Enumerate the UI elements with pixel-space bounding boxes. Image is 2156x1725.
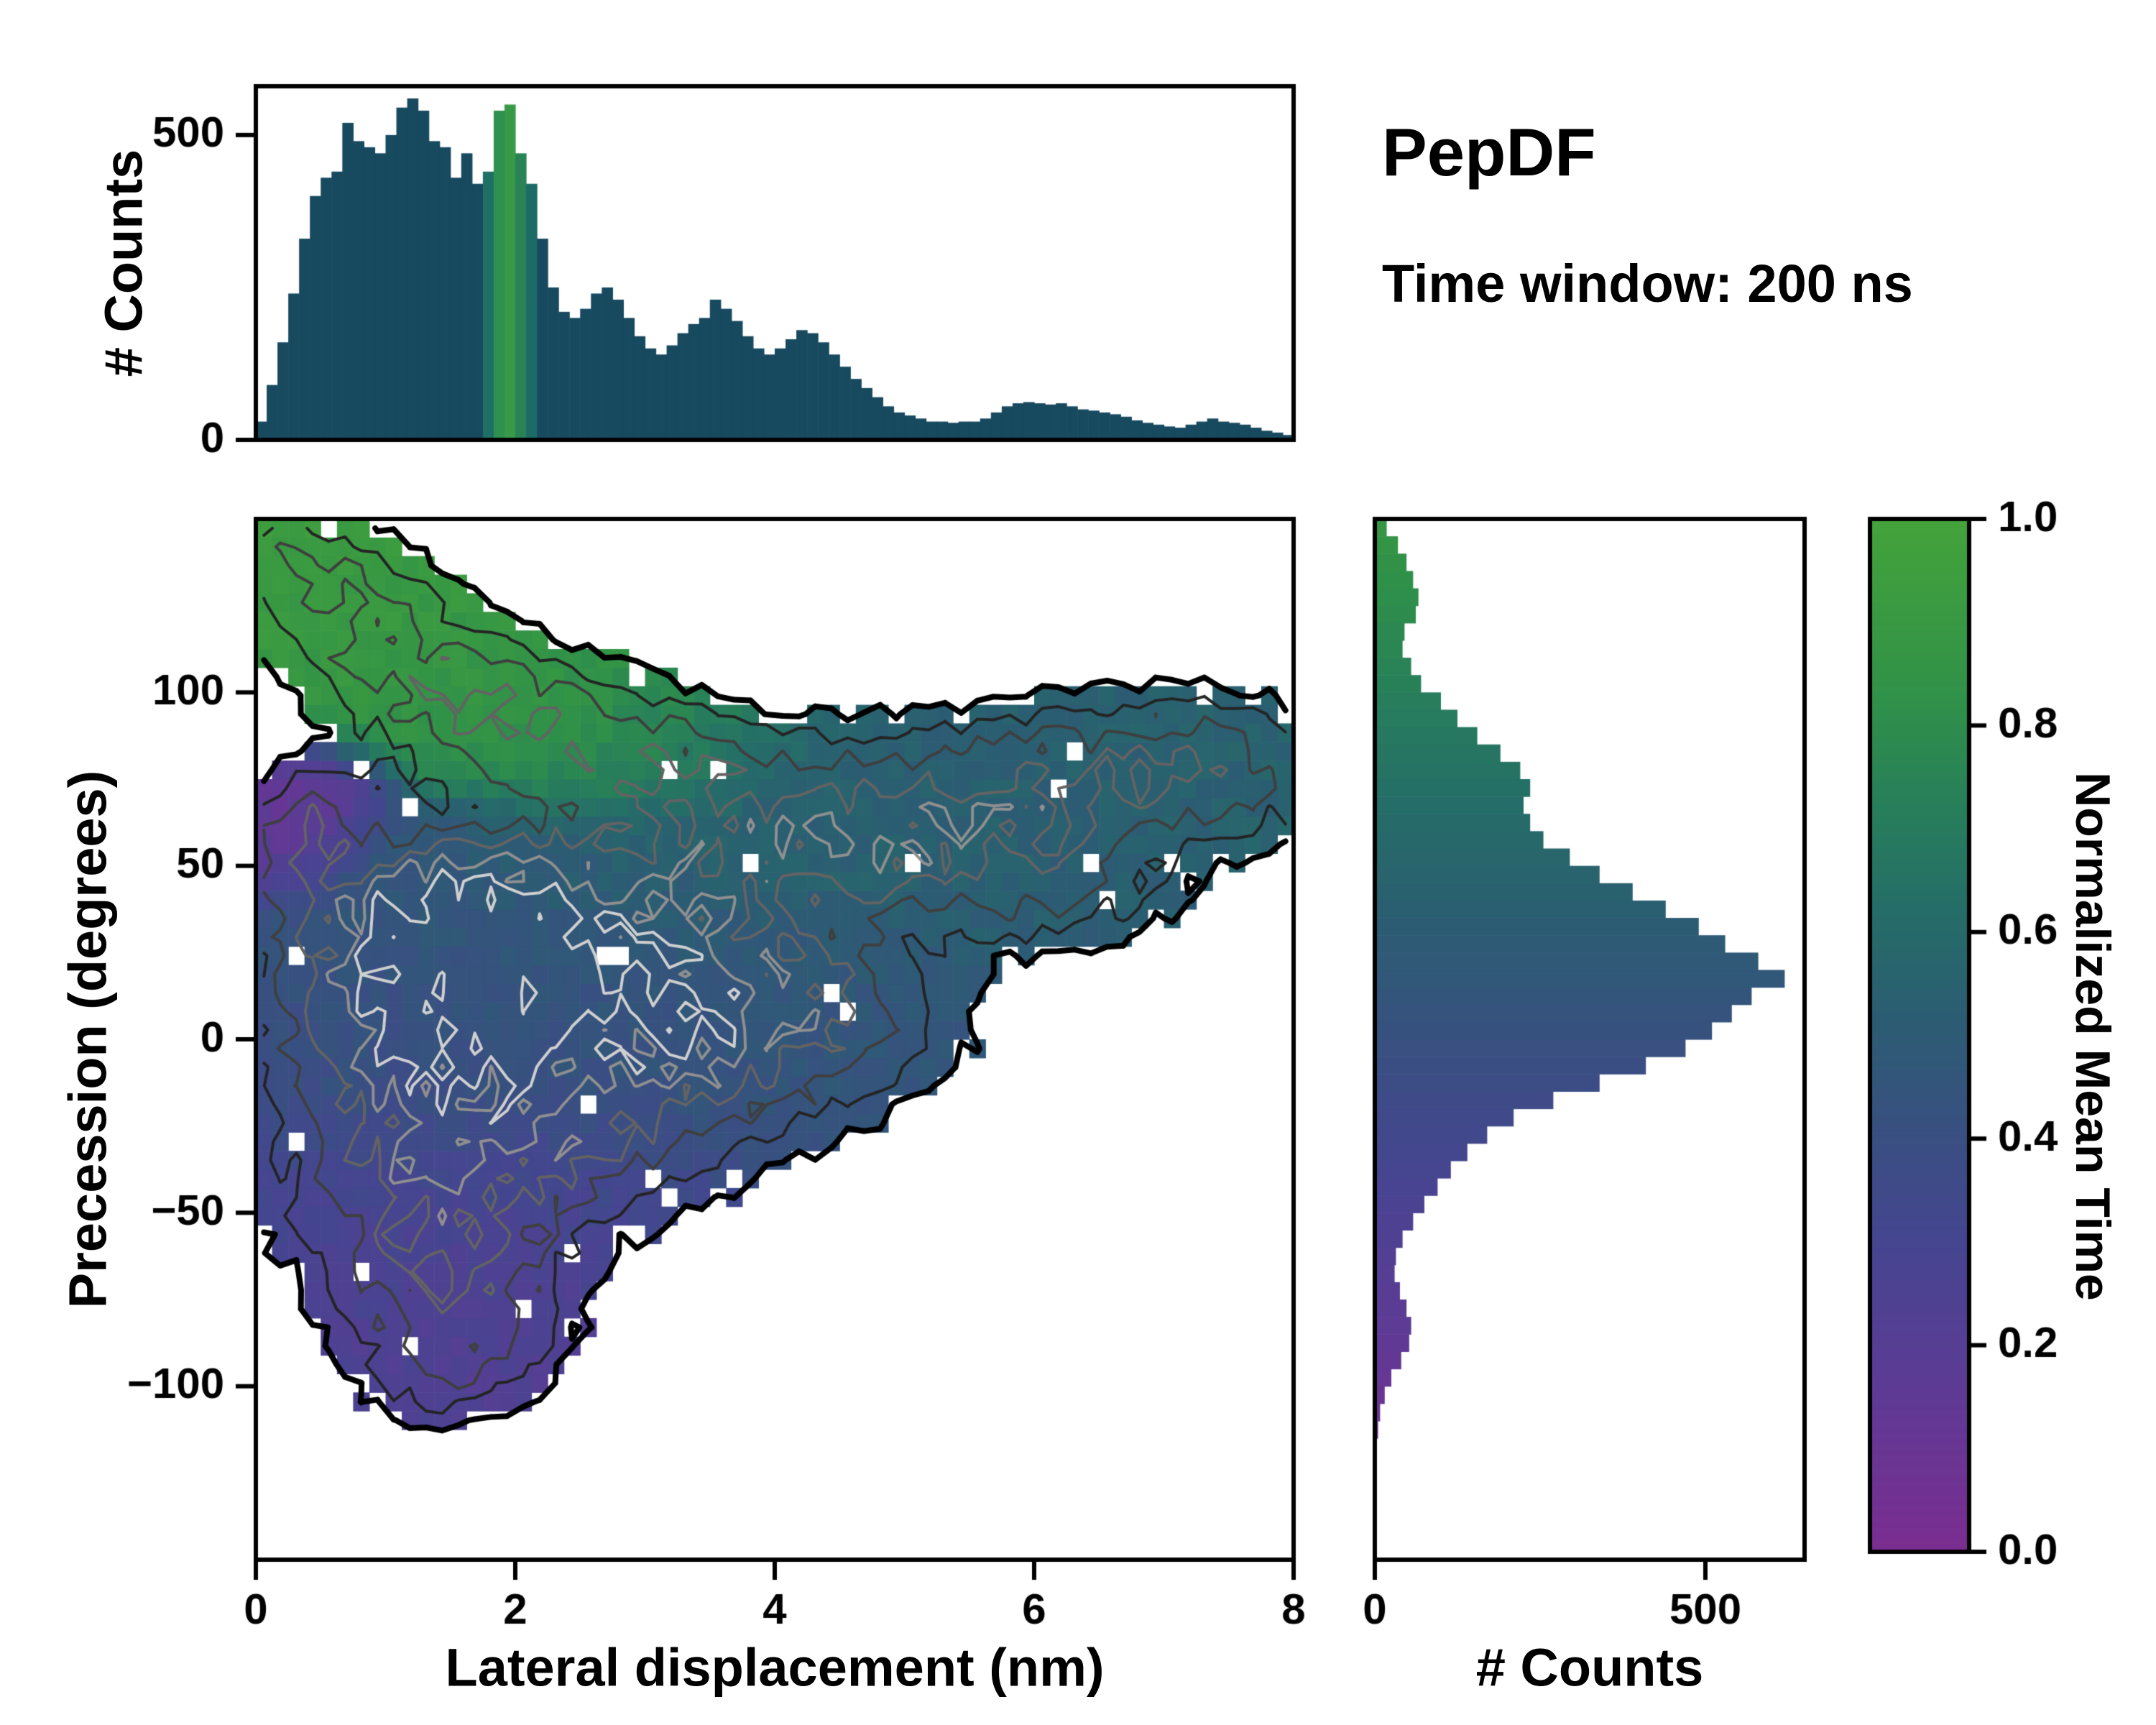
figure-subtitle: Time window: 200 ns	[1382, 254, 1913, 313]
main-ylabel: Precession (degrees)	[57, 770, 118, 1309]
main-xlabel: Lateral displacement (nm)	[445, 1637, 1105, 1698]
colorbar-label: Normalized Mean Time	[2065, 772, 2120, 1301]
top-hist-ylabel: # Counts	[93, 149, 154, 377]
figure-title: PepDF	[1382, 114, 1596, 190]
right-hist-xlabel: # Counts	[1475, 1637, 1704, 1698]
